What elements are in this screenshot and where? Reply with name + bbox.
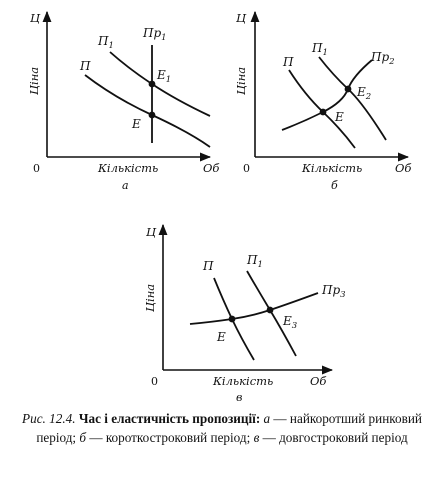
panel-a-origin: 0 bbox=[33, 162, 40, 175]
panel-b-point-e2 bbox=[344, 85, 352, 93]
panel-c-x-unit: Об bbox=[310, 374, 327, 388]
panel-a-label-p1: П1 bbox=[97, 34, 114, 51]
panel-c-label-pr3: Пр3 bbox=[321, 283, 346, 300]
panel-c-letter: в bbox=[236, 391, 242, 404]
panel-a-point-e1 bbox=[148, 80, 156, 88]
panel-b-y-label: Ціна bbox=[234, 67, 248, 95]
panel-c-y-label: Ціна bbox=[143, 284, 157, 312]
panel-c-label-e3: E3 bbox=[282, 314, 297, 331]
panel-c-y-symbol: Ц bbox=[146, 225, 157, 239]
panel-a-label-e: E bbox=[131, 117, 141, 131]
panel-b-label-p: П bbox=[282, 55, 294, 69]
panel-a-y-symbol: Ц bbox=[30, 11, 41, 25]
panel-b-y-symbol: Ц bbox=[236, 11, 247, 25]
panel-c-point-e bbox=[228, 315, 236, 323]
panel-c-point-e3 bbox=[266, 306, 274, 314]
panel-a-x-unit: Об bbox=[203, 161, 220, 175]
panel-a-label-pr1: Пр1 bbox=[142, 26, 167, 43]
panel-c-x-label: Кількість bbox=[212, 374, 273, 388]
panel-c-label-p: П bbox=[202, 259, 214, 273]
panel-a: Ц Ціна Кількість Об 0 а П П1 Пр1 E1 E bbox=[27, 10, 220, 192]
caption-c-text: — довгостроковий період bbox=[262, 430, 408, 445]
panel-b-x-label: Кількість bbox=[301, 161, 362, 175]
panel-b-label-e2: E2 bbox=[356, 85, 371, 102]
panel-c: Ц Ціна Кількість Об 0 в П П1 Пр3 E3 E bbox=[143, 223, 346, 404]
caption-figure-ref: Рис. 12.4. bbox=[22, 411, 76, 426]
panel-b-demand-curve-1 bbox=[318, 56, 387, 141]
panel-b: Ц Ціна Кількість Об 0 б П П1 Пр2 E2 E bbox=[234, 10, 412, 192]
panel-b-label-pr2: Пр2 bbox=[370, 50, 395, 67]
panel-a-label-e1: E1 bbox=[156, 68, 171, 85]
panel-a-point-e bbox=[148, 111, 156, 119]
panel-c-supply-curve-3 bbox=[189, 292, 319, 325]
caption-b-letter: б bbox=[79, 430, 87, 445]
panel-c-label-p1: П1 bbox=[246, 253, 263, 270]
panel-b-x-unit: Об bbox=[395, 161, 412, 175]
panel-c-origin: 0 bbox=[151, 375, 158, 388]
caption-c-letter: в bbox=[253, 430, 260, 445]
caption-title: Час і еластичність пропозиції: bbox=[78, 411, 261, 426]
caption-a-text: — найкоротший ринковий період; bbox=[36, 411, 422, 445]
panel-b-point-e bbox=[319, 108, 327, 116]
panel-a-y-label: Ціна bbox=[27, 67, 41, 95]
panel-a-letter: а bbox=[122, 179, 129, 192]
panel-b-supply-curve-2 bbox=[281, 59, 373, 131]
panel-b-label-e: E bbox=[334, 110, 344, 124]
figure-caption: Рис. 12.4. Час і еластичність пропозиції… bbox=[18, 409, 426, 447]
panel-a-label-p: П bbox=[79, 59, 91, 73]
panel-c-label-e: E bbox=[216, 330, 226, 344]
panel-a-x-label: Кількість bbox=[97, 161, 158, 175]
panel-b-label-p1: П1 bbox=[311, 41, 328, 58]
panel-b-origin: 0 bbox=[243, 162, 250, 175]
caption-a-letter: а bbox=[263, 411, 271, 426]
caption-b-text: — короткостроковий період; bbox=[89, 430, 251, 445]
panel-a-demand-curve bbox=[84, 74, 211, 148]
panel-b-letter: б bbox=[331, 179, 338, 192]
panel-a-demand-curve-1 bbox=[109, 51, 211, 117]
